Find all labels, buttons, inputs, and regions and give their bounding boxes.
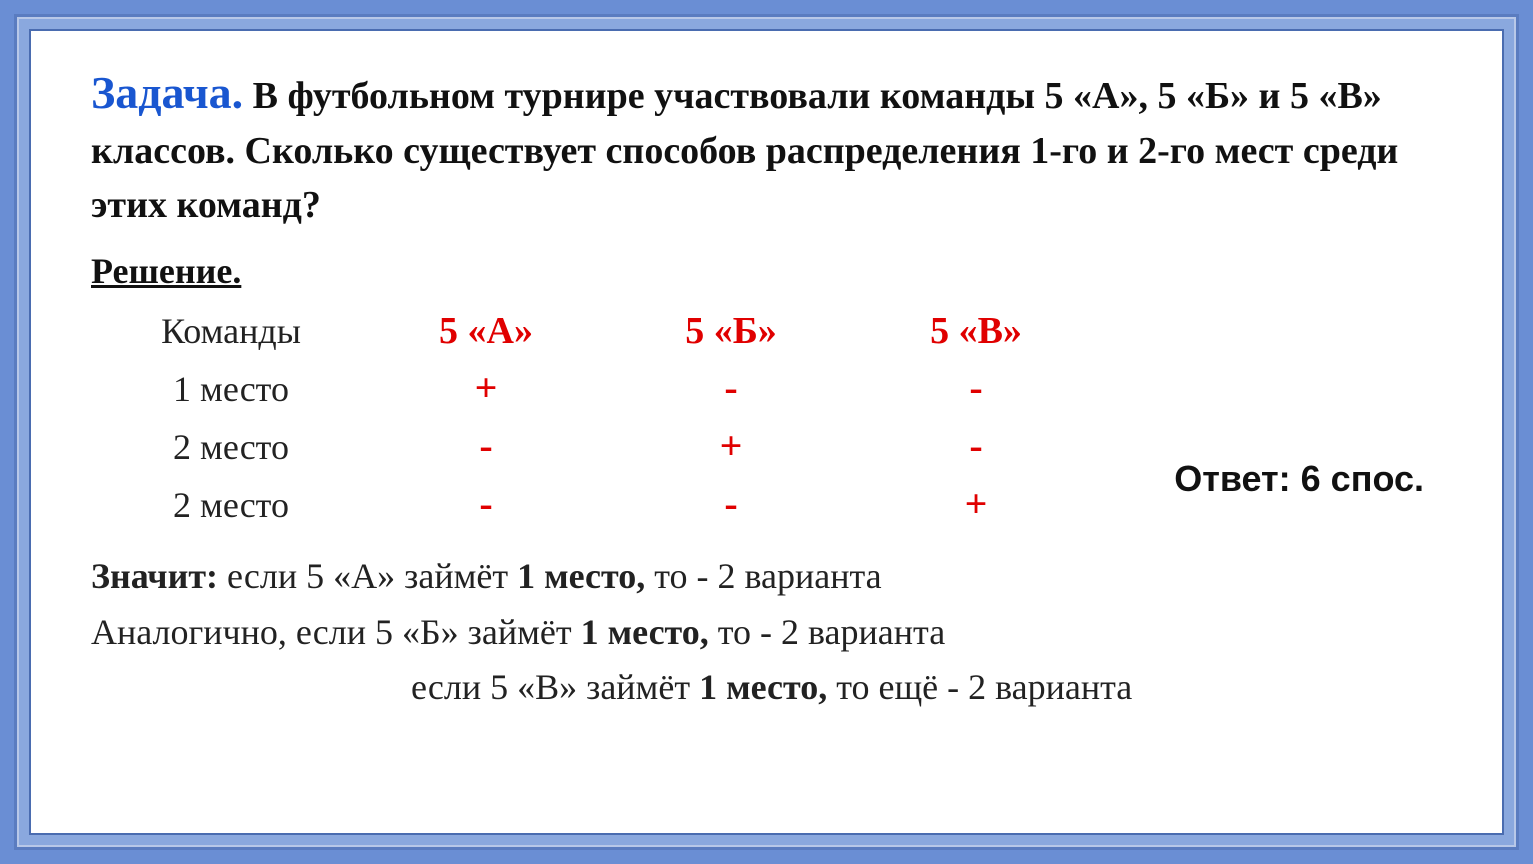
mark-cell: - (371, 475, 601, 533)
conclusion-line-1: Значит: если 5 «А» займёт 1 место, то - … (91, 549, 1452, 605)
team-a: 5 «А» (371, 304, 601, 359)
answer-text: Ответ: 6 спос. (1174, 458, 1424, 500)
row-label: 2 место (91, 421, 371, 473)
mark-cell: + (601, 417, 861, 475)
mark-cell: - (371, 417, 601, 475)
conclusion-text: Аналогично, если 5 «Б» займёт (91, 612, 581, 652)
conclusion-bold: 1 место, (699, 667, 827, 707)
mark-cell: + (371, 359, 601, 417)
slide-content: Задача. В футбольном турнире участвовали… (29, 29, 1504, 835)
mark-cell: - (601, 359, 861, 417)
mark-cell: - (861, 417, 1091, 475)
problem-title: Задача. В футбольном турнире участвовали… (91, 61, 1452, 232)
outer-frame: Задача. В футбольном турнире участвовали… (14, 14, 1519, 850)
team-c: 5 «В» (861, 304, 1091, 359)
row-label: 1 место (91, 363, 371, 415)
conclusion-line-2: Аналогично, если 5 «Б» займёт 1 место, т… (91, 605, 1452, 661)
conclusion-text: то - 2 варианта (645, 556, 881, 596)
conclusion-bold: 1 место, (581, 612, 709, 652)
mark-cell: + (861, 475, 1091, 533)
problem-text: В футбольном турнире участвовали команды… (91, 75, 1398, 226)
problem-label: Задача. (91, 67, 243, 118)
conclusion-block: Значит: если 5 «А» займёт 1 место, то - … (91, 549, 1452, 716)
solution-table: Команды 5 «А» 5 «Б» 5 «В» 1 место + - - … (91, 304, 1452, 533)
mark-cell: - (601, 475, 861, 533)
conclusion-text: если 5 «В» займёт (411, 667, 699, 707)
conclusion-text: то - 2 варианта (709, 612, 945, 652)
conclusion-text: то ещё - 2 варианта (827, 667, 1132, 707)
conclusion-text: если 5 «А» займёт (218, 556, 517, 596)
conclusion-line-3: если 5 «В» займёт 1 место, то ещё - 2 ва… (91, 660, 1452, 716)
team-b: 5 «Б» (601, 304, 861, 359)
row-label: 2 место (91, 479, 371, 531)
teams-label: Команды (91, 305, 371, 357)
table-header-row: Команды 5 «А» 5 «Б» 5 «В» (91, 304, 1452, 359)
conclusion-bold: 1 место, (517, 556, 645, 596)
mark-cell: - (861, 359, 1091, 417)
table-row: 1 место + - - (91, 359, 1452, 417)
solution-heading: Решение. (91, 250, 1452, 292)
conclusion-bold: Значит: (91, 556, 218, 596)
